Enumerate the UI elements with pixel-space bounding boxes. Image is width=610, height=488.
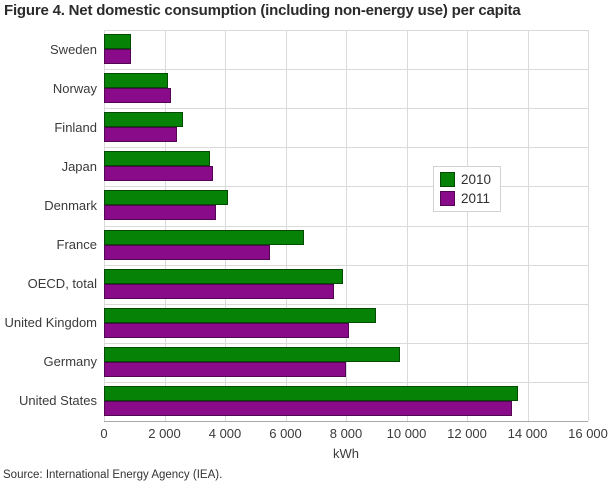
- bar-2010-sweden: [104, 34, 132, 49]
- bar-2011-finland: [104, 127, 177, 143]
- gridline-horizontal: [104, 264, 588, 266]
- bar-2010-france: [104, 229, 304, 245]
- bar-2011-oecd-total: [104, 283, 334, 299]
- bar-2010-united-states: [104, 385, 519, 401]
- bar-2011-sweden: [104, 49, 132, 64]
- bar-2011-united-kingdom: [104, 322, 350, 338]
- gridline-horizontal: [104, 225, 588, 227]
- gridline-horizontal: [104, 30, 588, 31]
- category-label-japan: Japan: [61, 158, 97, 174]
- x-tick-label: 14 000: [507, 426, 548, 441]
- category-label-finland: Finland: [54, 119, 97, 135]
- x-tick-label: 4 000: [208, 426, 242, 441]
- bar-2010-finland: [104, 112, 183, 128]
- bar-2011-united-states: [104, 400, 513, 416]
- category-label-united-states: United States: [18, 393, 97, 409]
- bar-2011-japan: [104, 166, 213, 182]
- bar-2011-norway: [104, 88, 171, 104]
- x-tick-label: 8 000: [329, 426, 363, 441]
- legend-item-2011: 2011: [440, 191, 491, 206]
- gridline-horizontal: [104, 186, 588, 188]
- figure-title: Figure 4. Net domestic consumption (incl…: [4, 2, 521, 19]
- category-label-oecd-total: OECD, total: [27, 276, 97, 292]
- legend-label-2010: 2010: [461, 172, 492, 187]
- x-axis-labels: 0 2 000 4 000 6 000 8 000 10 000 12 000 14 000 1…: [0, 426, 610, 442]
- x-axis-title: kWh: [333, 446, 359, 461]
- x-tick-label: 0: [100, 426, 108, 441]
- bar-2011-denmark: [104, 205, 216, 221]
- bar-2011-france: [104, 244, 271, 260]
- category-label-sweden: Sweden: [50, 41, 97, 57]
- legend-swatch-2010: [440, 172, 455, 187]
- gridline-horizontal: [104, 381, 588, 383]
- legend-item-2010: 2010: [440, 172, 491, 187]
- x-tick-label: 10 000: [386, 426, 427, 441]
- category-label-france: France: [56, 237, 97, 253]
- gridline-vertical: [588, 30, 589, 421]
- x-tick-label: 12 000: [447, 426, 487, 441]
- category-label-germany: Germany: [43, 354, 97, 370]
- x-tick-label: 2 000: [148, 426, 181, 441]
- bar-2010-united-kingdom: [104, 307, 377, 323]
- gridline-horizontal: [104, 108, 588, 110]
- bar-2010-japan: [104, 151, 210, 167]
- legend-label-2011: 2011: [461, 191, 491, 206]
- gridline-horizontal: [104, 303, 588, 305]
- category-label-united-kingdom: United Kingdom: [4, 315, 98, 331]
- x-tick-label: 16 000: [568, 426, 608, 441]
- bar-2010-oecd-total: [104, 268, 343, 284]
- gridline-horizontal: [104, 342, 588, 344]
- bar-2011-germany: [104, 361, 346, 377]
- bar-2010-norway: [104, 73, 168, 89]
- gridline-horizontal: [104, 69, 588, 71]
- bar-2010-denmark: [104, 190, 229, 206]
- x-tick-label: 6 000: [269, 426, 302, 441]
- legend-swatch-2011: [440, 191, 455, 206]
- plot-area: [104, 30, 589, 422]
- bar-2010-germany: [104, 346, 401, 362]
- category-label-norway: Norway: [52, 80, 97, 96]
- source-note: Source: International Energy Agency (IEA…: [3, 469, 223, 481]
- category-label-denmark: Denmark: [44, 197, 97, 213]
- y-axis-labels: Sweden Norway Finland Japan Denmark France OEC…: [0, 30, 98, 421]
- legend: 2010 2011: [433, 166, 502, 212]
- gridline-horizontal: [104, 147, 588, 149]
